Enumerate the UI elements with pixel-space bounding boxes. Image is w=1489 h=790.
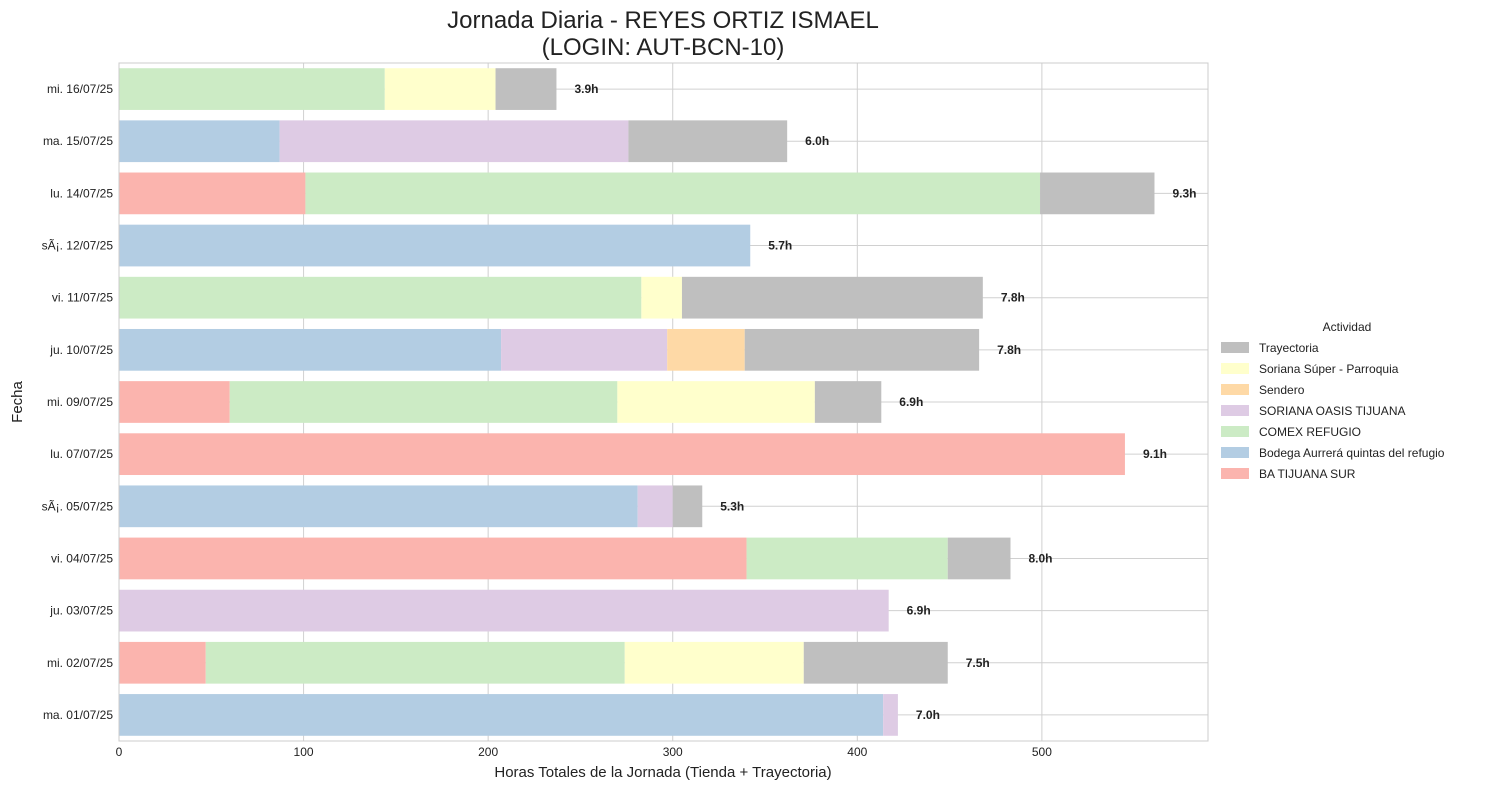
y-tick-labels: mi. 16/07/25 ma. 15/07/25 lu. 14/07/25 sÃ¡.…: [42, 82, 114, 722]
bar-segment: [501, 328, 668, 371]
total-labels-group: 3.9h 6.0h 9.3h 5.7h 7.8h 7.8h 6.9h 9.1h 5.3h 8.0h…: [574, 82, 1196, 722]
bar-segment: [119, 641, 206, 684]
bar-segment: [205, 641, 625, 684]
y-tick-label: ma. 15/07/25: [43, 134, 113, 148]
bar-segment: [119, 172, 306, 215]
bar-segment: [637, 485, 673, 528]
legend-entry: Bodega Aurrerá quintas del refugio: [1259, 446, 1445, 460]
bar-total-label: 7.5h: [966, 656, 990, 670]
x-tick-label: 0: [116, 745, 123, 759]
bar-total-label: 3.9h: [574, 82, 598, 96]
legend-swatch: [1221, 426, 1249, 437]
bar-segment: [814, 381, 882, 423]
y-tick-label: mi. 16/07/25: [47, 82, 113, 96]
bar-segment: [119, 68, 385, 110]
bar-segment: [1040, 172, 1155, 215]
bar-segment: [681, 276, 983, 319]
y-tick-label: ju. 10/07/25: [49, 343, 113, 357]
y-tick-label: lu. 14/07/25: [50, 186, 113, 200]
x-tick-label: 100: [294, 745, 314, 759]
x-axis-label: Horas Totales de la Jornada (Tienda + Tr…: [494, 764, 831, 781]
bar-total-label: 5.7h: [768, 239, 792, 253]
legend-entry: Trayectoria: [1259, 341, 1319, 355]
bar-total-label: 6.9h: [907, 604, 931, 618]
y-tick-label: mi. 09/07/25: [47, 395, 113, 409]
legend-swatch: [1221, 342, 1249, 353]
bar-segment: [495, 68, 557, 110]
bar-segment: [119, 224, 751, 267]
y-tick-label: sÃ¡. 05/07/25: [42, 499, 114, 513]
bar-segment: [305, 172, 1041, 215]
x-tick-label: 500: [1032, 745, 1052, 759]
legend-entry: Sendero: [1259, 383, 1305, 397]
bar-segment: [384, 68, 496, 110]
bar-segment: [617, 381, 815, 423]
bar-segment: [746, 537, 948, 580]
y-tick-label: vi. 04/07/25: [51, 551, 113, 565]
x-tick-labels: 0 100 200 300 400 500: [116, 745, 1053, 759]
bar-segment: [624, 641, 804, 684]
x-tick-label: 400: [847, 745, 867, 759]
legend-swatch: [1221, 384, 1249, 395]
bar-segment: [119, 485, 638, 528]
bar-total-label: 5.3h: [720, 499, 744, 513]
bar-segment: [119, 276, 642, 319]
y-tick-label: lu. 07/07/25: [50, 447, 113, 461]
bars-group: [119, 68, 1155, 736]
y-axis-label: Fecha: [9, 381, 26, 423]
legend-entry: COMEX REFUGIO: [1259, 425, 1361, 439]
y-tick-label: mi. 02/07/25: [47, 656, 113, 670]
bar-segment: [667, 328, 745, 371]
legend-entry: BA TIJUANA SUR: [1259, 467, 1356, 481]
bar-segment: [628, 120, 788, 163]
legend-title: Actividad: [1323, 320, 1372, 334]
bar-segment: [947, 537, 1011, 580]
bar-segment: [119, 328, 502, 371]
legend-entry: SORIANA OASIS TIJUANA: [1259, 404, 1405, 418]
bar-segment: [119, 694, 884, 736]
bar-total-label: 7.8h: [997, 343, 1021, 357]
y-tick-label: ju. 03/07/25: [49, 604, 113, 618]
bar-segment: [672, 485, 703, 528]
bar-total-label: 6.0h: [805, 134, 829, 148]
bar-segment: [119, 589, 889, 632]
legend-swatch: [1221, 468, 1249, 479]
bar-segment: [119, 433, 1125, 476]
bar-segment: [641, 276, 682, 319]
y-tick-label: sÃ¡. 12/07/25: [42, 239, 114, 253]
bar-segment: [279, 120, 629, 163]
legend-swatch: [1221, 447, 1249, 458]
legend: Actividad Trayectoria Soriana Súper - Par…: [1221, 320, 1445, 481]
y-tick-label: ma. 01/07/25: [43, 708, 113, 722]
bar-total-label: 9.1h: [1143, 447, 1167, 461]
plot-area-frame: [118, 62, 1209, 742]
bar-total-label: 6.9h: [899, 395, 923, 409]
chart-title-line-1: Jornada Diaria - REYES ORTIZ ISMAEL: [447, 7, 879, 34]
legend-swatch: [1221, 405, 1249, 416]
bar-segment: [119, 537, 747, 580]
bar-segment: [119, 120, 280, 163]
bar-segment: [229, 381, 618, 423]
legend-swatch: [1221, 363, 1249, 374]
bar-segment: [744, 328, 980, 371]
bar-total-label: 7.8h: [1001, 291, 1025, 305]
bar-segment: [803, 641, 948, 684]
bar-total-label: 8.0h: [1029, 551, 1053, 565]
y-tick-label: vi. 11/07/25: [52, 291, 113, 305]
bar-total-label: 7.0h: [916, 708, 940, 722]
legend-entry: Soriana Súper - Parroquia: [1259, 362, 1399, 376]
bar-total-label: 9.3h: [1172, 186, 1196, 200]
chart-title-line-2: (LOGIN: AUT-BCN-10): [542, 34, 785, 61]
x-tick-label: 200: [478, 745, 498, 759]
bar-segment: [883, 694, 898, 736]
x-tick-label: 300: [663, 745, 683, 759]
bar-segment: [119, 381, 230, 423]
